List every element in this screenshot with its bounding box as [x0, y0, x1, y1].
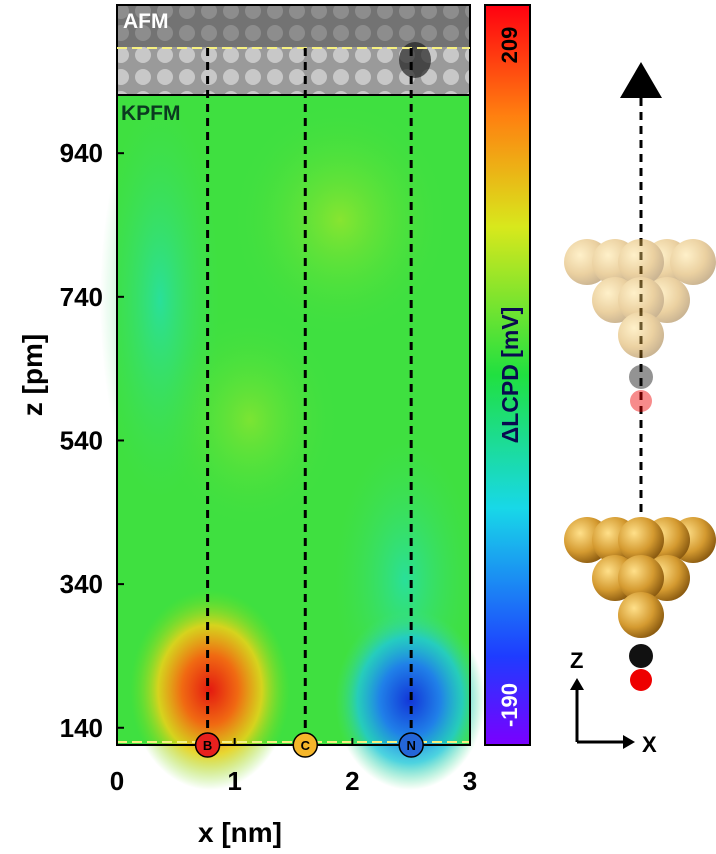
afm-panel [117, 5, 470, 95]
profile-marker [194, 732, 221, 758]
y-tick-label: 140 [60, 713, 103, 743]
x-tick-label: 3 [463, 766, 477, 796]
x-tick-label: 0 [110, 766, 124, 796]
panel-label: AFM [123, 10, 169, 33]
y-tick-label: 740 [60, 282, 103, 312]
axis-indicator-label: Z [570, 648, 583, 673]
colorbar-label: ΔLCPD [mV] [497, 307, 523, 444]
x-tick-label: 2 [345, 766, 359, 796]
colorbar-tick-label: -190 [497, 683, 522, 727]
panel-label: KPFM [121, 102, 181, 125]
axis-indicator-label: X [642, 732, 657, 757]
y-tick-label: 340 [60, 569, 103, 599]
y-tick-label: 940 [60, 138, 103, 168]
y-axis-label: z [pm] [17, 334, 48, 416]
profile-marker-label: N [406, 738, 415, 753]
profile-marker [398, 732, 424, 758]
profile-marker-label: B [203, 738, 212, 753]
profile-marker-label: C [301, 738, 311, 753]
x-axis-label: x [nm] [198, 817, 282, 848]
profile-marker [292, 732, 319, 758]
colorbar [484, 4, 531, 746]
y-tick-label: 540 [60, 425, 103, 455]
kpfm-map [100, 95, 485, 790]
tip-schematic [564, 62, 716, 749]
x-tick-label: 1 [227, 766, 241, 796]
colorbar-tick-label: 209 [497, 27, 522, 64]
